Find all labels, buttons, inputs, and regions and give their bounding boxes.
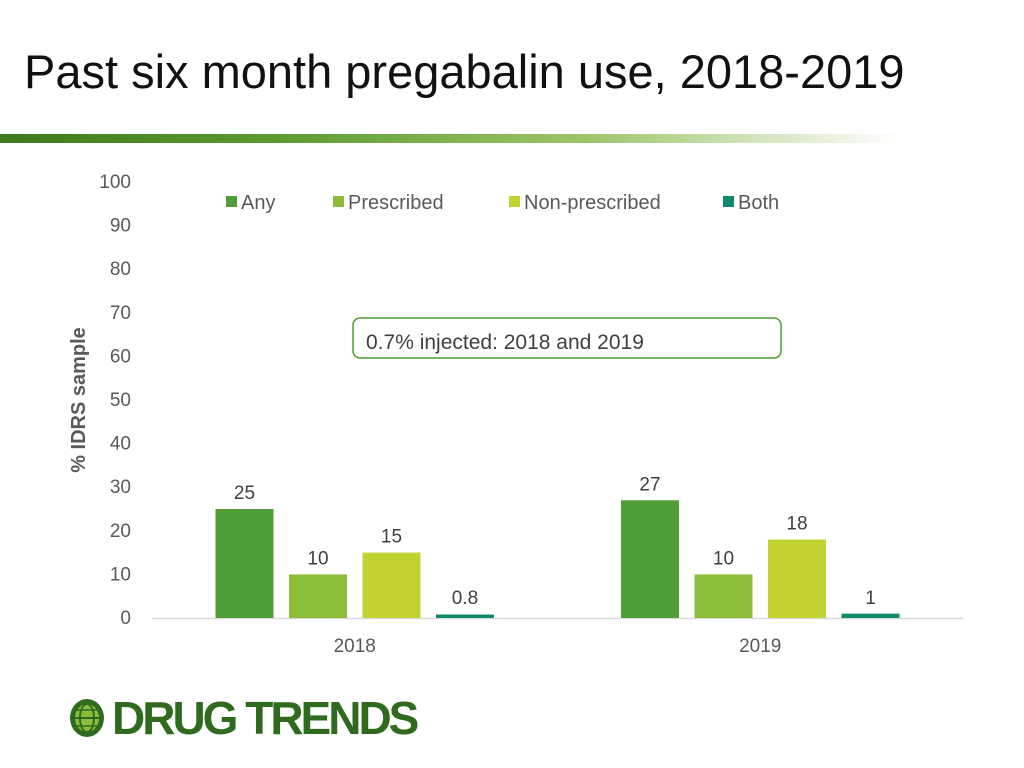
globe-icon — [70, 699, 104, 737]
bar-any-2018 — [215, 509, 274, 618]
y-tick-label: 20 — [110, 521, 131, 542]
legend-swatch — [509, 196, 520, 207]
y-tick-label: 60 — [110, 346, 131, 367]
legend-label: Both — [738, 192, 779, 214]
y-tick-label: 50 — [110, 390, 131, 411]
legend-label: Any — [241, 192, 275, 214]
data-label: 15 — [381, 527, 402, 548]
data-label: 18 — [786, 514, 807, 535]
title-divider — [0, 134, 900, 143]
bar-any-2019 — [621, 500, 679, 618]
legend-swatch — [226, 196, 237, 207]
legend-swatch — [333, 196, 344, 207]
y-tick-label: 70 — [110, 303, 131, 324]
data-label: 10 — [713, 548, 734, 569]
logo-wordmark: DRUG TRENDS — [112, 692, 419, 744]
legend-swatch — [723, 196, 734, 207]
data-label: 0.8 — [452, 588, 478, 609]
y-tick-label: 100 — [99, 172, 131, 193]
bar-non-prescribed-2018 — [362, 552, 421, 618]
bar-non-prescribed-2019 — [768, 539, 826, 618]
y-tick-label: 0 — [120, 608, 131, 629]
y-tick-label: 90 — [110, 216, 131, 237]
slide-title: Past six month pregabalin use, 2018-2019 — [24, 45, 905, 98]
data-label: 1 — [865, 588, 876, 609]
legend-label: Non-prescribed — [524, 192, 661, 214]
data-label: 10 — [307, 548, 328, 569]
legend-label: Prescribed — [348, 192, 444, 214]
bar-prescribed-2018 — [289, 574, 347, 618]
bar-both-2018 — [436, 614, 494, 618]
y-tick-label: 30 — [110, 477, 131, 498]
bar-both-2019 — [841, 613, 900, 618]
y-tick-label: 80 — [110, 259, 131, 280]
drug-trends-logo: DRUG TRENDS — [68, 692, 419, 744]
y-axis-label: % IDRS sample — [68, 327, 90, 473]
data-label: 25 — [234, 483, 255, 504]
x-tick-label: 2018 — [334, 636, 376, 657]
data-label: 27 — [639, 474, 660, 495]
y-tick-label: 10 — [110, 564, 131, 585]
bar-chart: 0 10 20 30 40 50 60 70 80 90 100 % IDRS sample 25 10 1… — [68, 172, 963, 657]
y-tick-label: 40 — [110, 434, 131, 455]
annotation-box — [352, 317, 782, 359]
bar-prescribed-2019 — [694, 574, 753, 618]
x-tick-label: 2019 — [739, 636, 781, 657]
annotation-text: 0.7% injected: 2018 and 2019 — [366, 331, 644, 354]
